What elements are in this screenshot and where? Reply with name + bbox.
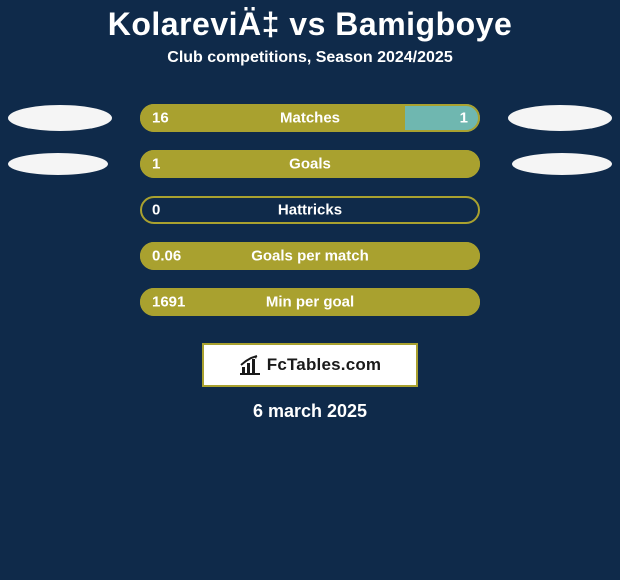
comparison-infographic: KolareviÄ‡ vs Bamigboye Club competition…: [0, 0, 620, 580]
player-left-avatar: [8, 153, 108, 175]
stat-value-left: 0: [152, 202, 160, 219]
bar-track: [140, 104, 480, 132]
page-title: KolareviÄ‡ vs Bamigboye: [0, 0, 620, 43]
stat-row: 1691 Min per goal: [0, 279, 620, 325]
bar-track: [140, 196, 480, 224]
bar-track: [140, 150, 480, 178]
bar-track: [140, 242, 480, 270]
player-right-avatar: [508, 105, 612, 131]
stat-row: 0.06 Goals per match: [0, 233, 620, 279]
stat-row: 1 Goals: [0, 141, 620, 187]
player-left-avatar: [8, 105, 112, 131]
stat-value-left: 0.06: [152, 248, 181, 265]
bar-segment-right: [405, 104, 480, 132]
stat-value-left: 1691: [152, 294, 185, 311]
bar-segment-left: [140, 104, 405, 132]
bar-segment-left: [140, 288, 480, 316]
stat-value-right: 1: [460, 110, 468, 127]
player-right-avatar: [512, 153, 612, 175]
bar-track: [140, 288, 480, 316]
stat-row: 0 Hattricks: [0, 187, 620, 233]
stat-value-left: 1: [152, 156, 160, 173]
page-subtitle: Club competitions, Season 2024/2025: [0, 49, 620, 67]
brand-box: FcTables.com: [202, 343, 418, 387]
stat-row: 16 1 Matches: [0, 95, 620, 141]
stat-value-left: 16: [152, 110, 169, 127]
brand-text: FcTables.com: [267, 355, 382, 375]
date-label: 6 march 2025: [0, 401, 620, 422]
stats-chart: 16 1 Matches 1 Goals 0: [0, 95, 620, 325]
bar-segment-left: [140, 242, 480, 270]
bar-segment-left: [140, 150, 480, 178]
bar-chart-icon: [239, 355, 261, 375]
